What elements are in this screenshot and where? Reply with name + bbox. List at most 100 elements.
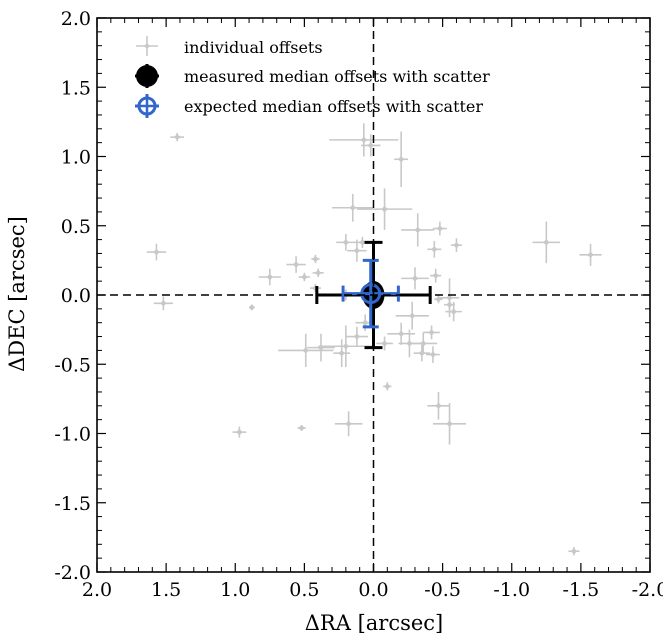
individual-offset-point xyxy=(345,326,368,347)
diamond-marker xyxy=(302,347,309,354)
individual-offset-point xyxy=(395,301,429,330)
diamond-marker xyxy=(384,383,391,390)
y-tick-label: 1.5 xyxy=(61,77,91,99)
individual-offset-point xyxy=(298,272,310,282)
diamond-marker xyxy=(353,247,361,254)
diamond-marker xyxy=(173,133,181,141)
diamond-marker xyxy=(381,205,388,213)
diamond-marker xyxy=(367,142,374,149)
individual-offset-point xyxy=(278,333,334,368)
diamond-marker xyxy=(360,136,368,144)
legend-label-individual-offsets: individual offsets xyxy=(184,38,323,57)
legend-marker-expected-median xyxy=(135,94,159,118)
diamond-marker xyxy=(298,424,305,432)
individual-offset-point xyxy=(333,339,350,368)
individual-offset-point xyxy=(232,426,247,438)
individual-offset-point xyxy=(311,254,320,264)
diamond-marker xyxy=(435,402,442,409)
x-tick-label: 1.5 xyxy=(151,579,181,601)
y-tick-label: 0.5 xyxy=(61,216,91,238)
individual-offset-point xyxy=(568,547,580,556)
individual-offset-point xyxy=(332,193,374,222)
y-tick-label: -1.5 xyxy=(54,493,91,515)
individual-offset-point xyxy=(430,268,442,283)
expected-median-point xyxy=(341,258,400,329)
legend-marker-individual-offsets xyxy=(136,36,158,56)
diamond-marker xyxy=(397,156,405,163)
y-tick-label: 1.0 xyxy=(61,147,91,169)
individual-offset-point xyxy=(248,304,256,311)
individual-offset-point xyxy=(347,239,367,262)
individual-offset-point xyxy=(427,240,442,258)
diamond-marker xyxy=(435,295,442,303)
diamond-marker xyxy=(342,343,350,350)
individual-offset-point xyxy=(334,411,363,437)
individual-offset-point xyxy=(532,221,561,264)
legend: individual offsets measured median offse… xyxy=(135,36,490,118)
y-tick-label: -0.5 xyxy=(54,354,91,376)
x-tick-label: 2.0 xyxy=(82,579,112,601)
individual-offset-point xyxy=(439,278,460,318)
diamond-marker xyxy=(381,340,388,347)
individual-offset-point xyxy=(376,336,393,351)
y-tick-label: -1.0 xyxy=(54,424,91,446)
diamond-marker xyxy=(436,225,444,232)
legend-filled-circle xyxy=(136,65,158,87)
diamond-marker xyxy=(362,319,369,326)
diamond-marker xyxy=(431,246,438,253)
diamond-marker xyxy=(315,269,322,277)
individual-offset-point xyxy=(427,391,450,420)
diamond-marker xyxy=(450,308,457,315)
individual-offset-point xyxy=(318,325,374,368)
x-tick-label: -1.5 xyxy=(563,579,600,601)
diamond-marker xyxy=(266,273,274,281)
diamond-marker xyxy=(236,428,243,436)
diamond-marker xyxy=(446,420,453,428)
x-tick-label: -1.0 xyxy=(493,579,530,601)
individual-offset-point xyxy=(170,132,185,142)
individual-offset-point xyxy=(394,131,409,187)
diamond-marker xyxy=(420,340,427,347)
legend-label-expected-median: expected median offsets with scatter xyxy=(184,97,483,116)
diamond-marker xyxy=(160,300,167,307)
x-axis-label: ΔRA [arcsec] xyxy=(305,611,444,635)
x-tick-label: 1.0 xyxy=(220,579,250,601)
individual-offset-point xyxy=(383,382,392,391)
diamond-marker xyxy=(446,294,453,301)
legend-marker-measured-median xyxy=(135,64,159,88)
individual-offset-point xyxy=(434,295,443,304)
individual-offset-point xyxy=(426,346,440,363)
diamond-marker xyxy=(411,275,419,282)
diamond-marker xyxy=(248,304,256,311)
diamond-marker xyxy=(587,251,594,259)
diamond-marker xyxy=(353,333,361,340)
diamond-marker xyxy=(432,272,439,279)
diamond-marker xyxy=(453,241,460,249)
individual-offset-point xyxy=(146,243,167,261)
individual-offset-point xyxy=(450,238,462,253)
individual-offset-point xyxy=(153,296,174,311)
diamond-marker xyxy=(429,351,437,358)
individual-offset-point xyxy=(387,322,415,345)
diamond-marker xyxy=(292,261,300,268)
individual-offset-point xyxy=(329,123,399,157)
diamond-marker xyxy=(301,273,308,281)
x-tick-label: -2.0 xyxy=(632,579,663,601)
individual-offset-point xyxy=(258,268,281,286)
y-tick-label: 0.0 xyxy=(61,285,91,307)
diamond-marker xyxy=(570,548,578,555)
individual-offset-point xyxy=(336,234,356,251)
individual-offset-point xyxy=(297,424,306,432)
y-axis-label: ΔDEC [arcsec] xyxy=(5,216,29,372)
diamond-marker xyxy=(359,239,366,246)
individual-offset-point xyxy=(432,403,467,445)
reference-lines xyxy=(97,18,650,572)
diamond-marker xyxy=(312,255,319,263)
diamond-marker xyxy=(397,330,405,337)
individual-offset-point xyxy=(401,267,429,290)
individual-offset-point xyxy=(312,268,324,277)
individual-offset-point xyxy=(413,344,431,362)
axis-ticks: 2.0 1.5 1.0 0.5 0.0 -0.5 -1.0 -1.5 -2.02.01.51.0… xyxy=(54,8,663,601)
diamond-marker xyxy=(345,420,352,428)
